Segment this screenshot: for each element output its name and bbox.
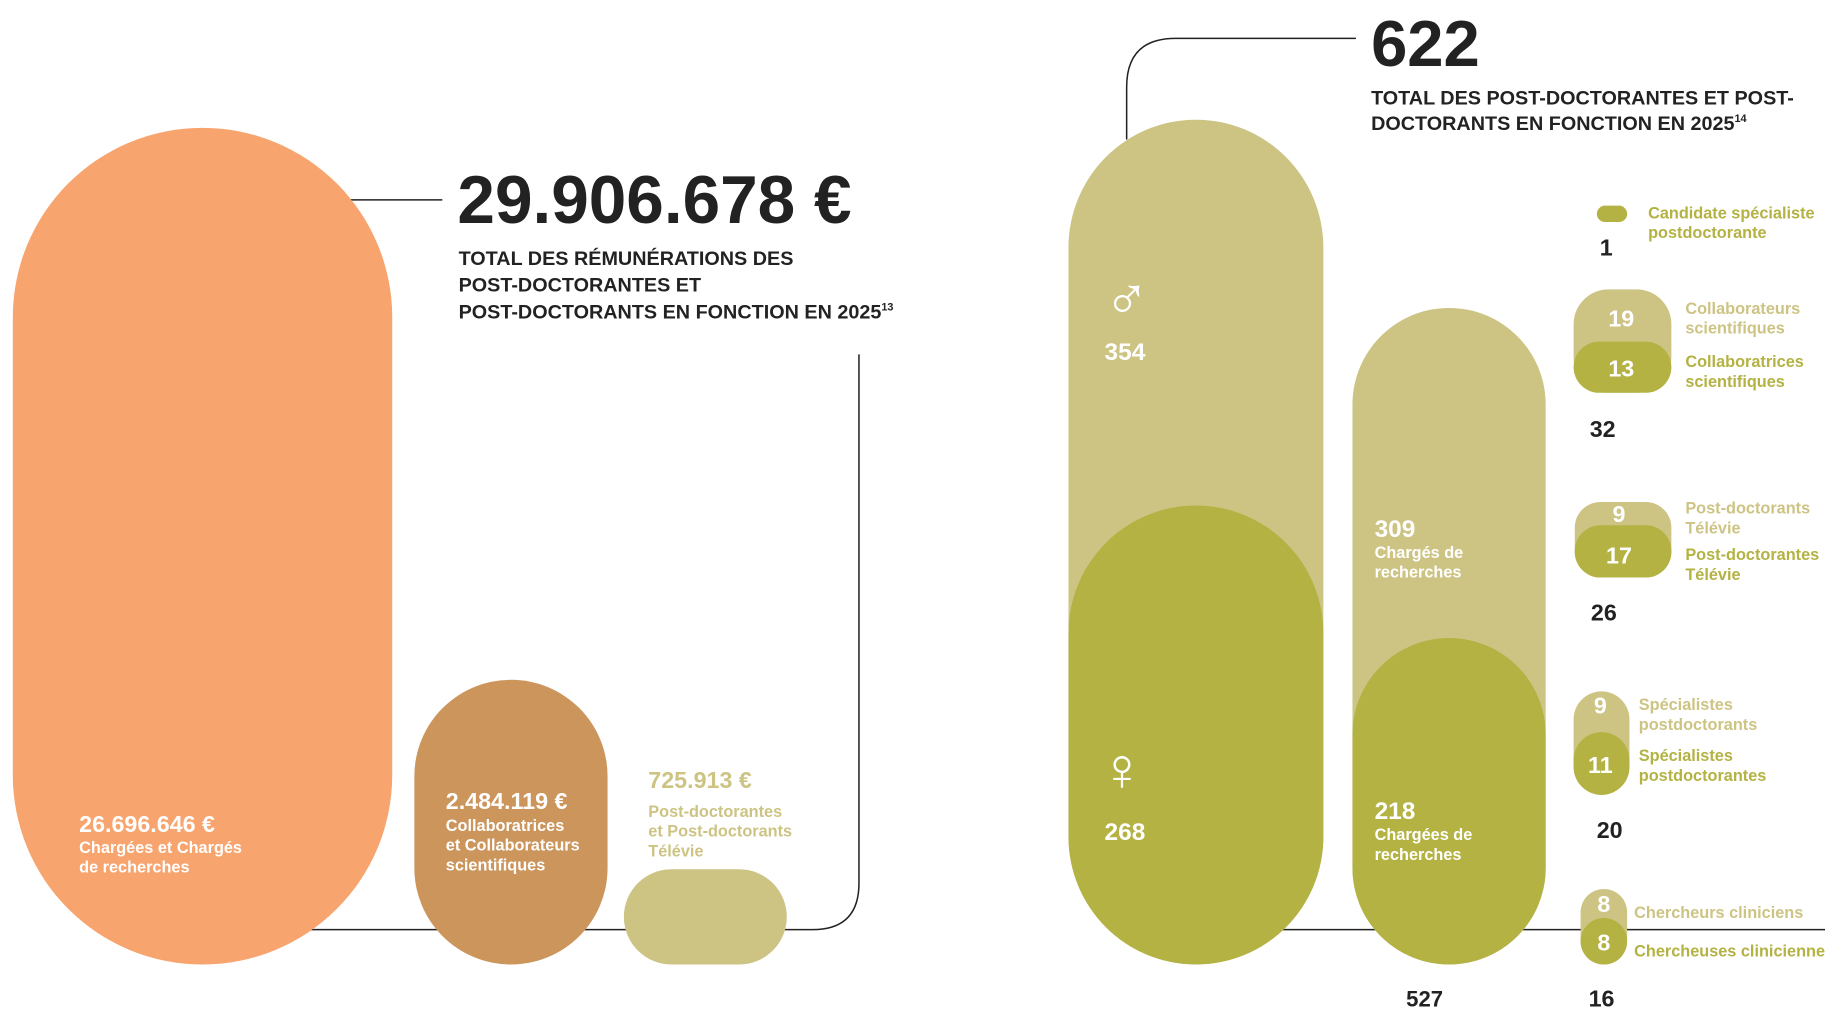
label-line: Chargées et Chargés <box>79 839 242 857</box>
label-line: Télévie <box>1685 519 1740 537</box>
total: 26 <box>1591 600 1617 626</box>
value: 8 <box>1597 930 1610 956</box>
icon: ♂ <box>1104 262 1149 330</box>
title-line: POST-DOCTORANTS EN FONCTION EN 202513 <box>459 301 894 323</box>
total: 16 <box>1589 985 1615 1011</box>
label-line: postdoctorantes <box>1639 767 1767 785</box>
label-line: Spécialistes <box>1639 747 1733 765</box>
pill <box>1580 918 1628 965</box>
label-line: Candidate spécialiste <box>1648 204 1814 222</box>
value: 17 <box>1606 543 1632 569</box>
pill <box>1573 341 1672 393</box>
label-line: Post-doctorants <box>1685 500 1810 518</box>
value: 19 <box>1608 306 1634 332</box>
value: 9 <box>1594 693 1607 719</box>
label-line: scientifiques <box>1685 373 1785 391</box>
pill <box>1573 732 1630 795</box>
label-line: recherches <box>1375 564 1462 582</box>
pill <box>623 869 787 965</box>
label-line: postdoctorante <box>1648 224 1766 242</box>
label: 725.913 € <box>648 767 752 793</box>
pill <box>1596 205 1628 222</box>
total: 20 <box>1597 817 1623 843</box>
connector <box>302 354 860 931</box>
label: 26.696.646 € <box>79 811 215 837</box>
label-line: Chargés de <box>1375 544 1464 562</box>
label-line: Post-doctorantes <box>1685 546 1819 564</box>
label-line: Chercheurs cliniciens <box>1634 904 1803 922</box>
label-line: recherches <box>1375 846 1462 864</box>
title-line: TOTAL DES POST-DOCTORANTES ET POST- <box>1371 88 1794 110</box>
total: 1 <box>1600 235 1613 261</box>
label-line: Collaborateurs <box>1685 300 1800 318</box>
pill <box>12 127 393 965</box>
total: 29.906.678 € <box>457 163 851 238</box>
label-line: Collaboratrices <box>1685 353 1804 371</box>
title-text: TOTAL DES RÉMUNÉRATIONS DES <box>459 247 794 270</box>
value: 9 <box>1613 501 1626 527</box>
label-line: Chercheuses cliniciennes <box>1634 942 1825 960</box>
label-line: scientifiques <box>1685 320 1785 338</box>
total: 622 <box>1371 7 1480 80</box>
label: 268 <box>1105 819 1146 846</box>
label-line: et Collaborateurs <box>446 837 580 855</box>
label-line: Télévie <box>648 842 703 860</box>
connector <box>1125 37 1356 140</box>
label-line: Télévie <box>1685 566 1740 584</box>
value: 8 <box>1597 891 1610 917</box>
label-line: postdoctorants <box>1639 716 1757 734</box>
label-line: Collaboratrices <box>446 817 565 835</box>
label-line: de recherches <box>79 859 189 877</box>
label-line: Post-doctorantes <box>648 803 782 821</box>
footnote: 14 <box>1735 113 1747 125</box>
label-line: Chargées de <box>1375 826 1473 844</box>
pill <box>1352 637 1546 965</box>
value: 11 <box>1588 752 1613 778</box>
pill <box>1068 505 1324 965</box>
title-text: DOCTORANTS EN FONCTION EN 2025 <box>1371 113 1734 135</box>
pill <box>414 679 608 965</box>
title-line: DOCTORANTS EN FONCTION EN 202514 <box>1371 113 1747 135</box>
title-line: TOTAL DES RÉMUNÉRATIONS DES <box>459 247 794 270</box>
pill <box>1574 525 1672 578</box>
label-line: et Post-doctorants <box>648 823 792 841</box>
label: 2.484.119 € <box>446 788 568 814</box>
title-line: POST-DOCTORANTES ET <box>459 275 702 297</box>
label-line: scientifiques <box>446 856 546 874</box>
value: 13 <box>1608 356 1634 382</box>
footnote: 13 <box>881 301 893 313</box>
label: 354 <box>1105 339 1146 366</box>
label: 218 <box>1375 798 1416 825</box>
icon: ♀ <box>1099 735 1144 803</box>
title-text: POST-DOCTORANTS EN FONCTION EN 2025 <box>459 301 882 323</box>
total: 32 <box>1590 416 1616 442</box>
total: 527 <box>1406 986 1443 1011</box>
label-line: Spécialistes <box>1639 696 1733 714</box>
title-text: TOTAL DES POST-DOCTORANTES ET POST- <box>1371 88 1794 110</box>
label: 309 <box>1375 516 1416 543</box>
title-text: POST-DOCTORANTES ET <box>459 275 702 297</box>
